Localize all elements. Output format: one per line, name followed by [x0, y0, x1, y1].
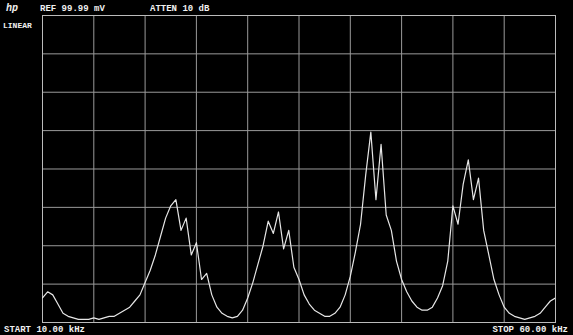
svg-text:START 10.00 kHz: START 10.00 kHz — [4, 325, 85, 335]
svg-text:REF 99.99 mV: REF 99.99 mV — [40, 4, 105, 14]
svg-text:STOP 60.00 kHz: STOP 60.00 kHz — [492, 325, 568, 335]
svg-text:LINEAR: LINEAR — [3, 21, 32, 30]
svg-text:ATTEN 10 dB: ATTEN 10 dB — [150, 4, 210, 14]
svg-text:hp: hp — [6, 3, 18, 14]
